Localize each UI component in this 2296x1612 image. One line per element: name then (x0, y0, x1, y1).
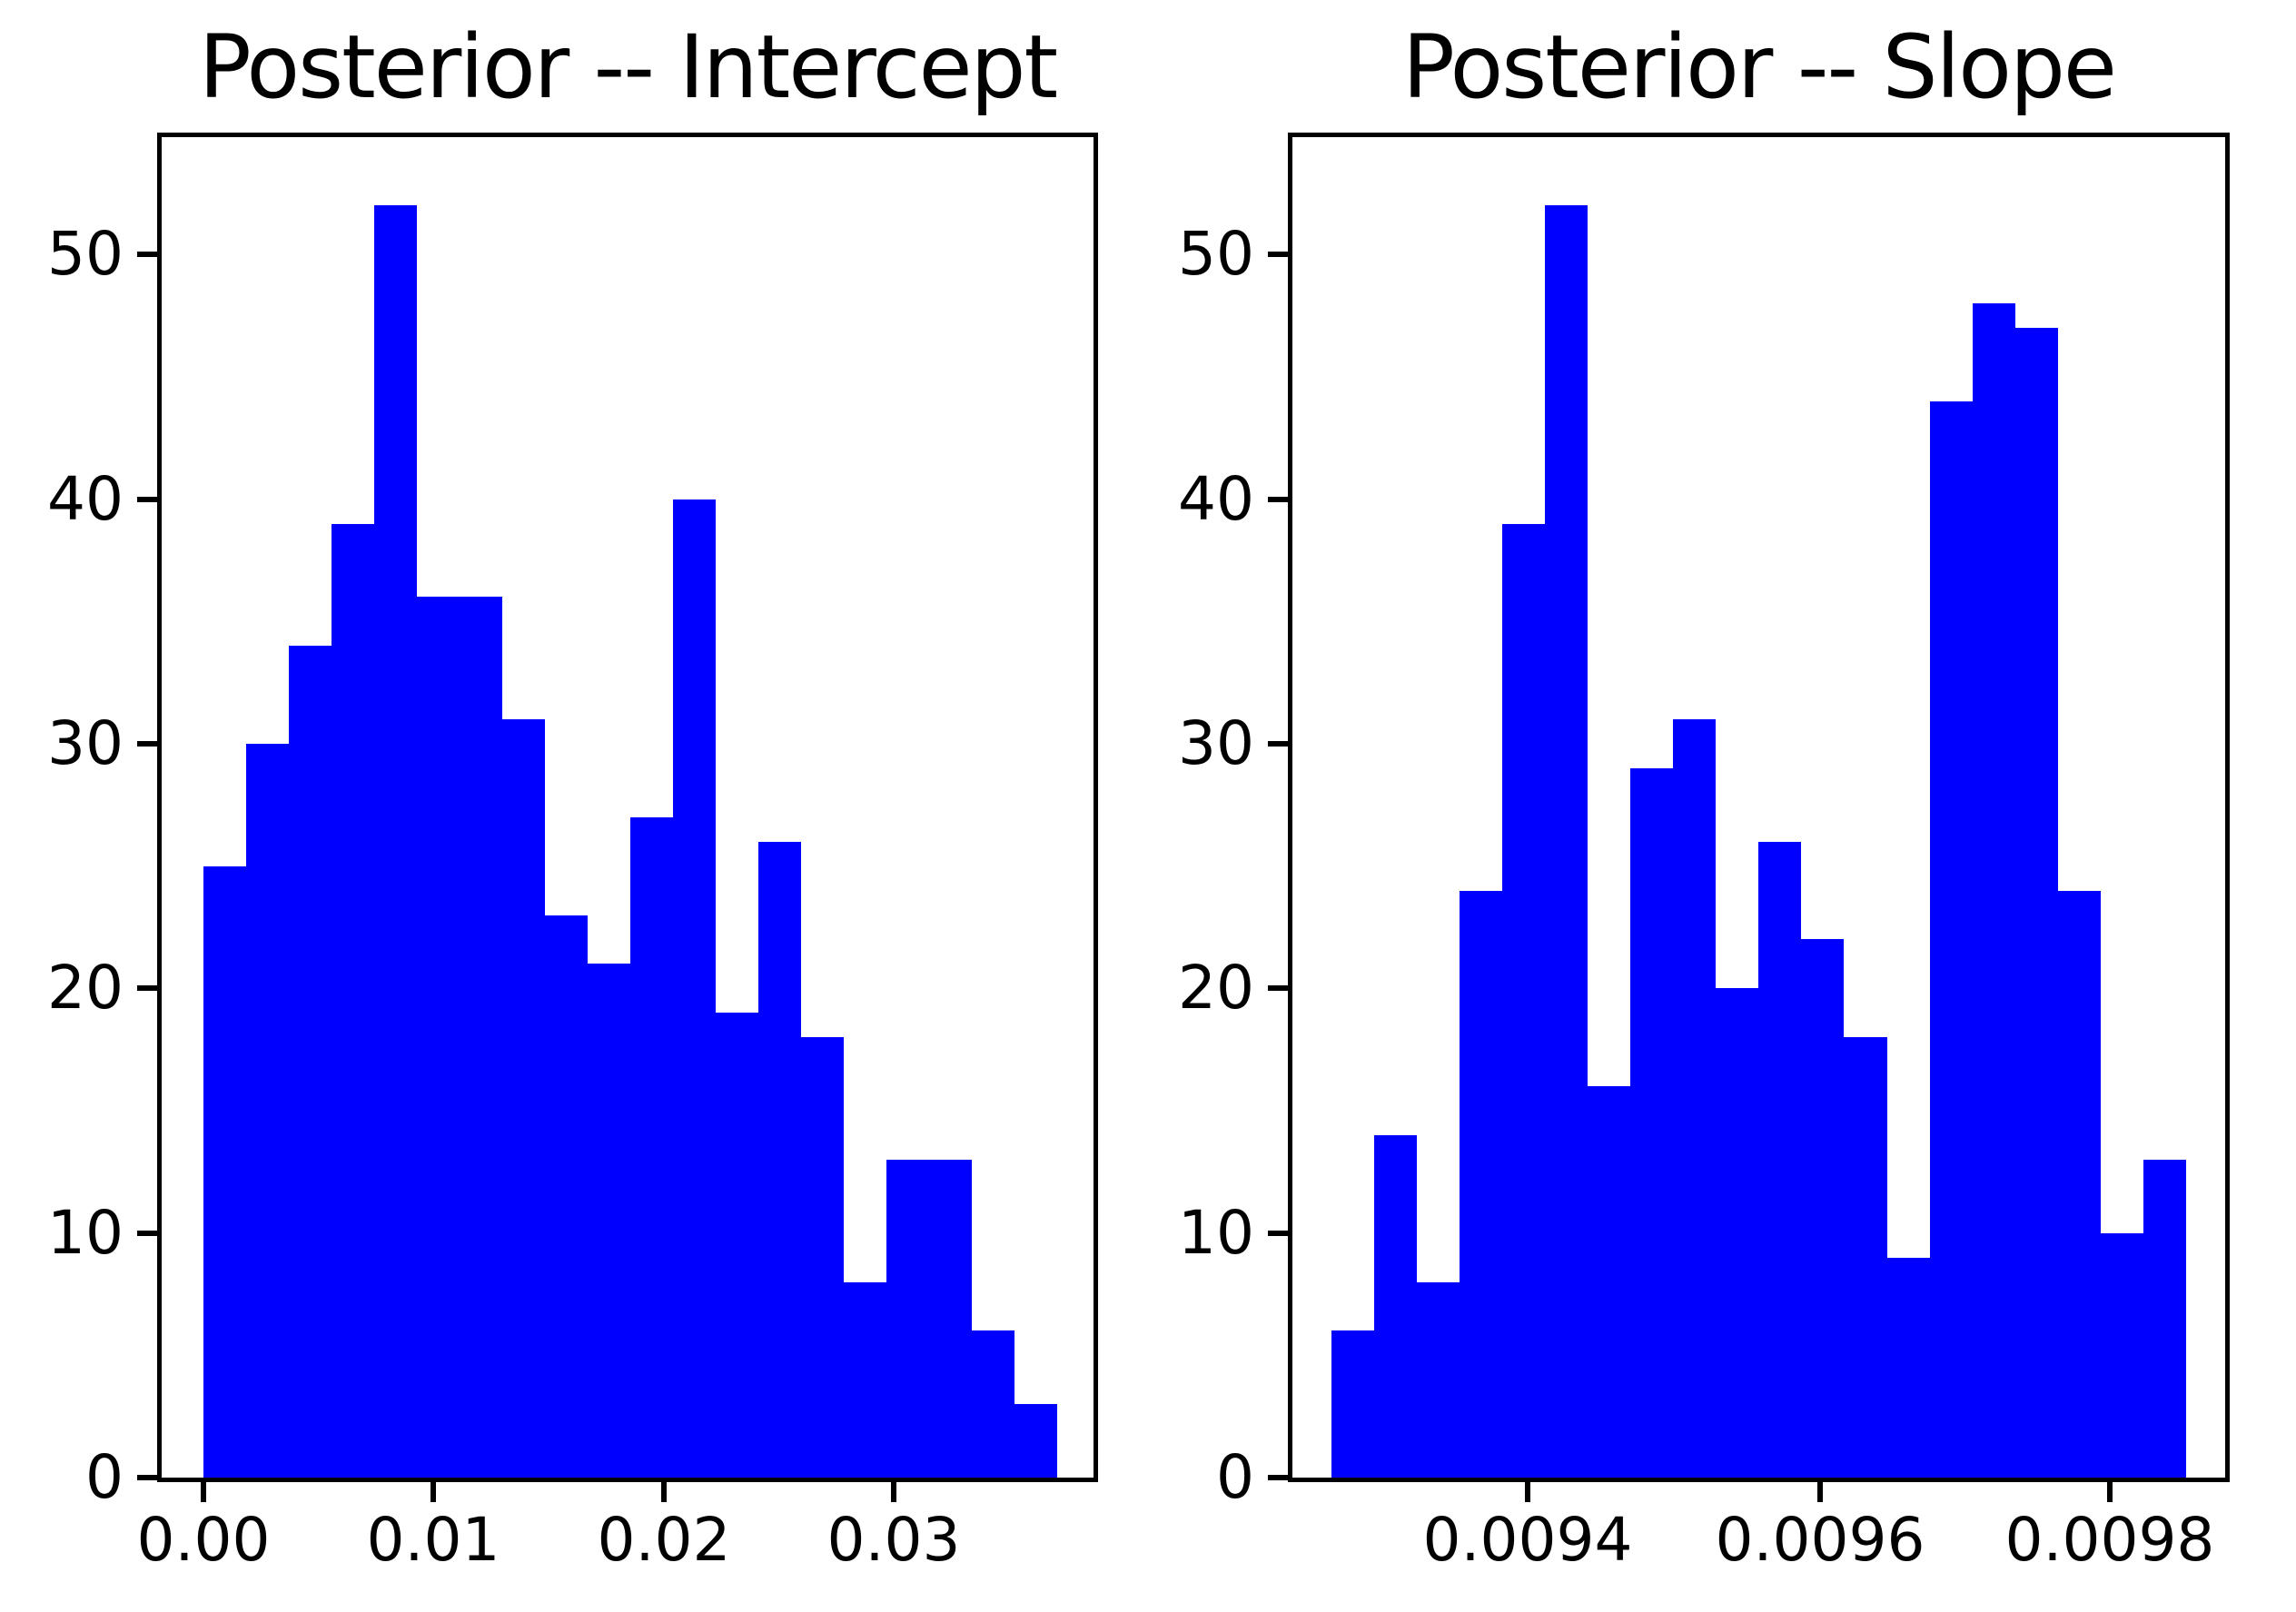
histogram-bar (1758, 841, 1801, 1478)
histogram-bar (1374, 1134, 1417, 1478)
histogram-bar (673, 499, 716, 1478)
y-tick-mark (137, 252, 157, 258)
histogram-bar (1801, 939, 1844, 1478)
y-tick-mark (1268, 985, 1288, 992)
histogram-bar (588, 964, 630, 1478)
histogram-bar (886, 1159, 929, 1478)
histogram-bar (758, 841, 801, 1478)
y-tick-label: 50 (47, 219, 124, 290)
histogram-bar (374, 205, 417, 1478)
x-tick-mark (430, 1482, 436, 1502)
histogram-bar (1930, 401, 1973, 1478)
histogram-bar (716, 1013, 758, 1478)
x-tick-label: 0.0094 (1422, 1505, 1633, 1575)
y-tick-mark (1268, 252, 1288, 258)
y-tick-mark (137, 1475, 157, 1480)
histogram-bar (1973, 303, 2015, 1478)
y-tick-mark (1268, 1475, 1288, 1480)
histogram-bar (2143, 1159, 2186, 1478)
histogram-bar (203, 865, 246, 1478)
y-tick-mark (137, 1230, 157, 1236)
axes-posterior-slope: Posterior -- Slope 0.0094 0.0096 0.0098 0 10… (1178, 19, 2230, 1570)
y-tick-label: 40 (1178, 463, 1254, 534)
x-tick-label: 0.02 (597, 1505, 731, 1575)
y-tick-label: 30 (47, 708, 124, 779)
x-tick-mark (661, 1482, 667, 1502)
histogram-bar (2058, 890, 2101, 1478)
histogram-bar (246, 743, 289, 1478)
y-tick-label: 50 (1178, 219, 1254, 290)
y-tick-label: 10 (1178, 1197, 1254, 1268)
histogram-bar (332, 523, 374, 1478)
x-tick-label: 0.0096 (1715, 1505, 1925, 1575)
histogram-bar (1460, 890, 1502, 1478)
histogram-bar (417, 597, 460, 1478)
histogram-bar (801, 1037, 844, 1478)
y-tick-mark (1268, 741, 1288, 747)
histogram-bar (1588, 1086, 1630, 1478)
histogram-bar (1502, 523, 1545, 1478)
histogram-bar (630, 816, 673, 1478)
histogram-bar (1014, 1404, 1057, 1478)
x-tick-mark (2106, 1482, 2113, 1502)
y-tick-mark (137, 496, 157, 502)
x-tick-label: 0.01 (366, 1505, 500, 1575)
x-tick-mark (1816, 1482, 1823, 1502)
histogram-bar (1545, 205, 1588, 1478)
x-tick-mark (200, 1482, 206, 1502)
y-tick-label: 20 (1178, 953, 1254, 1024)
histogram-bar (1331, 1330, 1374, 1478)
histogram-bar (929, 1159, 972, 1478)
histogram-bar (545, 915, 588, 1478)
plot-title-intercept: Posterior -- Intercept (198, 16, 1058, 119)
histogram-bar (1716, 988, 1758, 1478)
histogram-bar (2101, 1232, 2143, 1478)
x-tick-mark (1525, 1482, 1530, 1502)
y-tick-label: 20 (47, 953, 124, 1024)
x-tick-label: 0.00 (136, 1505, 271, 1575)
histogram-bar (844, 1281, 886, 1478)
histogram-bar (502, 719, 545, 1478)
plot-area-slope (1292, 137, 2225, 1478)
x-tick-label: 0.0098 (2004, 1505, 2215, 1575)
histogram-bar (289, 646, 332, 1478)
y-tick-label: 10 (47, 1197, 124, 1268)
y-tick-mark (1268, 1230, 1288, 1236)
y-tick-label: 0 (1216, 1442, 1254, 1512)
histogram-bar (1630, 767, 1673, 1478)
histogram-bar (1673, 719, 1716, 1478)
y-tick-mark (137, 741, 157, 747)
y-tick-label: 40 (47, 463, 124, 534)
y-tick-label: 0 (85, 1442, 124, 1512)
histogram-bar (1844, 1037, 1887, 1478)
plot-title-slope: Posterior -- Slope (1402, 16, 2117, 119)
x-tick-label: 0.03 (826, 1505, 961, 1575)
axes-posterior-intercept: Posterior -- Intercept 0.00 0.01 0.02 0.03 0… (47, 19, 1098, 1570)
histogram-bar (2015, 328, 2058, 1478)
y-tick-mark (1268, 496, 1288, 502)
histogram-bar (1417, 1281, 1460, 1478)
y-tick-mark (137, 985, 157, 992)
histogram-bar (972, 1330, 1014, 1478)
y-tick-label: 30 (1178, 708, 1254, 779)
x-tick-mark (891, 1482, 897, 1502)
histogram-bar (1887, 1257, 1930, 1478)
plot-area-intercept (162, 137, 1094, 1478)
histogram-bar (460, 597, 502, 1478)
